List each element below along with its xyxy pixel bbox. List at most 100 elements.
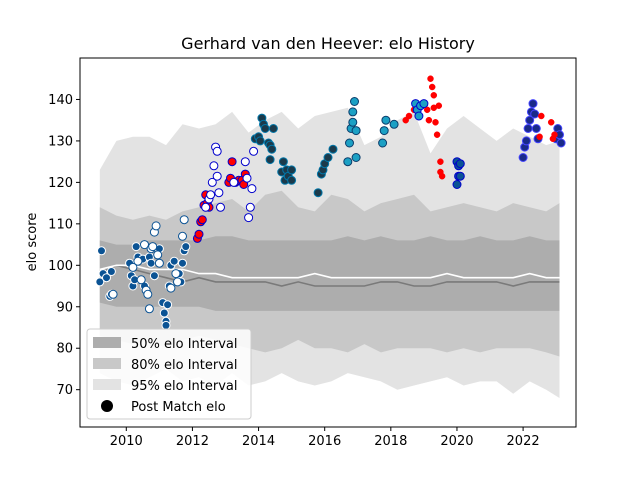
x-tick-label: 2010 <box>110 434 143 449</box>
data-point <box>528 99 538 109</box>
data-point <box>154 258 164 268</box>
data-point <box>419 99 429 109</box>
data-point <box>531 124 541 133</box>
y-tick-label: 70 <box>56 383 73 398</box>
data-point <box>245 202 255 212</box>
data-point <box>146 258 156 268</box>
data-point <box>240 157 250 167</box>
data-point <box>381 115 391 125</box>
data-point <box>538 112 545 120</box>
data-point <box>95 277 105 287</box>
data-point <box>151 221 161 231</box>
legend-box <box>86 328 252 420</box>
data-point <box>214 188 224 198</box>
data-point <box>438 172 446 180</box>
data-point <box>244 213 254 223</box>
data-point <box>379 126 389 136</box>
data-point <box>178 231 187 241</box>
data-point <box>171 269 181 279</box>
data-point <box>348 107 358 117</box>
data-point <box>521 136 531 146</box>
data-point <box>106 267 116 276</box>
x-tick-label: 2018 <box>374 434 407 449</box>
data-point <box>414 111 424 121</box>
data-point <box>437 158 444 165</box>
data-point <box>351 126 361 136</box>
post-match-points <box>95 75 566 330</box>
data-point <box>229 177 239 187</box>
data-point <box>161 320 171 330</box>
data-point <box>328 144 338 154</box>
data-point <box>216 202 225 212</box>
data-point <box>136 275 146 285</box>
legend-label-50: 50% elo Interval <box>131 337 238 352</box>
data-point <box>425 116 433 124</box>
data-point <box>351 153 361 162</box>
data-point <box>249 146 259 156</box>
data-point <box>378 138 388 148</box>
data-point <box>143 289 153 299</box>
data-point <box>144 304 154 314</box>
x-tick-label: 2014 <box>242 434 275 449</box>
data-point <box>287 175 297 185</box>
data-point <box>427 75 434 82</box>
data-point <box>133 256 143 266</box>
data-point <box>345 138 354 148</box>
data-point <box>428 83 436 91</box>
data-point <box>102 273 111 283</box>
data-point <box>432 119 439 126</box>
data-point <box>140 240 149 250</box>
data-point <box>201 202 211 212</box>
plot-area-frame <box>79 57 577 428</box>
data-point <box>313 188 323 198</box>
data-point <box>455 159 465 169</box>
data-point <box>556 138 566 148</box>
data-point <box>149 271 159 281</box>
data-point <box>536 133 543 141</box>
data-point <box>433 131 441 138</box>
data-point <box>209 161 219 171</box>
data-point <box>260 124 270 133</box>
data-point <box>163 300 173 310</box>
data-point <box>267 144 277 154</box>
x-tick-label: 2022 <box>507 434 540 449</box>
data-point <box>435 102 443 109</box>
legend-swatch-95 <box>93 379 121 390</box>
y-tick-label: 80 <box>56 342 73 357</box>
legend-swatch-50 <box>93 337 121 348</box>
legend-label-post-match: Post Match elo <box>131 400 226 415</box>
data-point <box>212 171 222 181</box>
data-point <box>268 124 278 133</box>
data-point <box>247 184 257 194</box>
x-tick-label: 2020 <box>440 434 473 449</box>
data-point <box>348 117 358 127</box>
data-point <box>518 153 528 162</box>
data-point <box>181 242 191 252</box>
data-point <box>173 277 182 287</box>
data-point <box>455 171 465 181</box>
data-point <box>265 155 275 165</box>
legend-swatch-80 <box>93 358 121 369</box>
data-point <box>278 157 288 167</box>
data-point <box>178 258 187 268</box>
data-point <box>148 242 158 252</box>
data-point <box>197 215 207 225</box>
y-tick-label: 90 <box>56 300 73 315</box>
data-point <box>206 190 216 200</box>
x-axis: 2010 2012 2014 2016 2018 2020 2022 <box>110 427 540 449</box>
data-point <box>525 115 535 125</box>
data-point <box>405 112 413 120</box>
data-point <box>350 97 359 106</box>
data-point <box>108 289 118 299</box>
data-point <box>452 180 462 189</box>
y-tick-label: 130 <box>48 134 73 149</box>
legend: 50% elo Interval 80% elo Interval 95% el… <box>86 328 252 420</box>
data-point <box>423 106 431 114</box>
data-point <box>194 229 204 239</box>
data-point <box>523 124 533 133</box>
legend-label-95: 95% elo Interval <box>131 379 238 394</box>
y-tick-label: 140 <box>48 93 73 108</box>
y-tick-label: 110 <box>48 217 73 232</box>
y-axis: 70 80 90 100 110 120 130 140 <box>48 93 80 398</box>
